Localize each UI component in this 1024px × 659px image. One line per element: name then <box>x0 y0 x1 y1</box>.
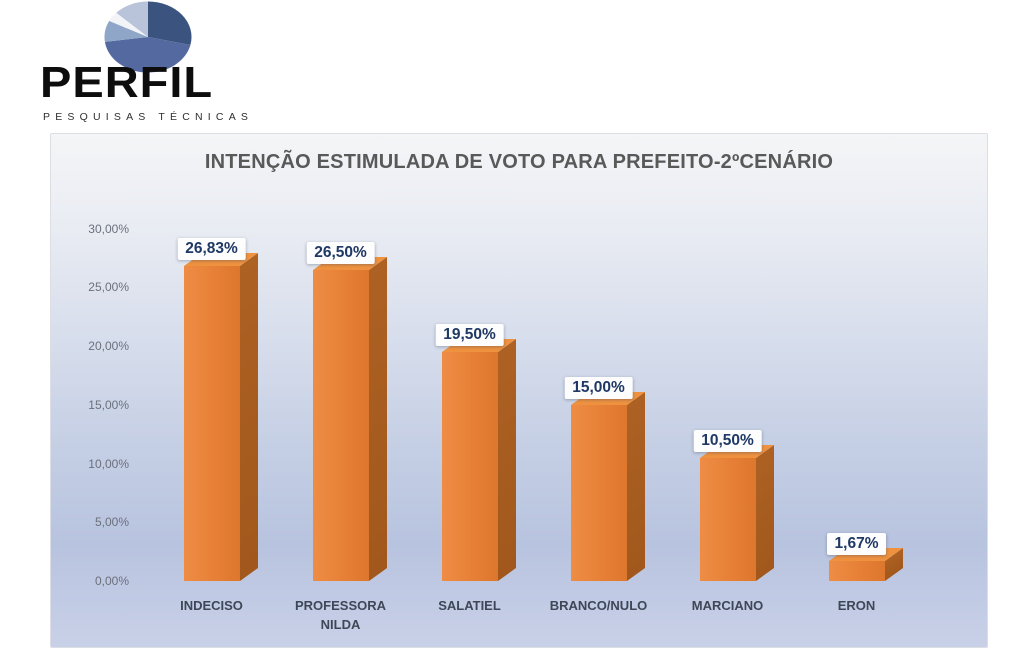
value-label: 26,83% <box>177 238 246 260</box>
category-label: MARCIANO <box>691 598 764 613</box>
bar-slot: 15,00% <box>534 377 663 581</box>
y-tick-label: 25,00% <box>88 280 129 295</box>
bar-5: 1,67% <box>826 533 903 581</box>
bar-0: 26,83% <box>177 238 258 581</box>
bar-side-face <box>497 339 516 581</box>
category-label: SALATIEL <box>438 598 501 613</box>
bar-side-face <box>368 257 387 581</box>
bar-front-face <box>441 352 498 581</box>
category-label: INDECISO <box>180 598 243 613</box>
y-tick-label: 20,00% <box>88 339 129 353</box>
plot-area: 26,83% 26,50% 19,50% 15,00% 10,50% 1,67% <box>147 134 921 581</box>
y-tick-label: 0,00% <box>94 574 129 588</box>
value-label: 19,50% <box>435 324 504 346</box>
pie-chart-icon <box>104 1 192 73</box>
bar-4: 10,50% <box>693 430 774 581</box>
bar-1: 26,50% <box>306 242 387 581</box>
y-tick-label: 30,00% <box>88 221 129 236</box>
y-tick-label: 15,00% <box>88 397 129 412</box>
category-axis: INDECISO PROFESSORA NILDA SALATIEL BRANCO/N… <box>147 597 921 635</box>
bar-slot: 19,50% <box>405 324 534 581</box>
bar-front-face <box>699 458 756 581</box>
category-label: BRANCO/NULO <box>549 598 648 613</box>
bar-front-face <box>312 270 369 581</box>
bar-side-face <box>755 445 774 581</box>
bar-front-face <box>570 405 627 581</box>
bar-side-face <box>239 253 258 581</box>
bar-front-face <box>828 561 885 581</box>
logo-wordmark: PERFIL <box>40 57 214 107</box>
chart-title: INTENÇÃO ESTIMULADA DE VOTO PARA PREFEIT… <box>204 151 834 173</box>
y-tick-label: 5,00% <box>94 515 129 530</box>
y-axis: 30,00% 25,00% 20,00% 15,00% 10,00% 5,00% 0,00% <box>51 134 131 589</box>
logo-tagline: PESQUISAS TÉCNICAS <box>43 111 254 123</box>
bar-side-face <box>626 392 645 581</box>
bar-2: 19,50% <box>435 324 516 581</box>
category-label: ERON <box>837 598 876 613</box>
bar-front-face <box>183 266 240 581</box>
value-label: 1,67% <box>826 533 887 555</box>
bar-3: 15,00% <box>564 377 645 581</box>
value-label: 15,00% <box>564 377 633 399</box>
value-label: 10,50% <box>693 430 762 452</box>
y-tick-label: 10,00% <box>88 456 129 471</box>
chart-panel: INTENÇÃO ESTIMULADA DE VOTO PARA PREFEIT… <box>50 133 988 648</box>
perfil-logo: PERFIL PESQUISAS TÉCNICAS <box>40 0 300 132</box>
bar-slot: 26,50% <box>276 242 405 581</box>
value-label: 26,50% <box>306 242 375 264</box>
category-label: PROFESSORA NILDA <box>294 598 386 632</box>
bar-slot: 26,83% <box>147 238 276 581</box>
bar-slot: 10,50% <box>663 430 792 581</box>
bar-slot: 1,67% <box>792 533 921 581</box>
